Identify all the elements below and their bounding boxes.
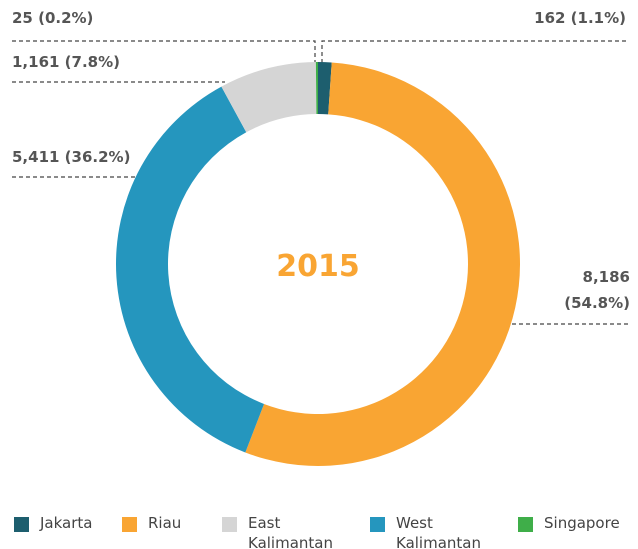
data-label: 5,411 (36.2%): [12, 148, 131, 166]
data-label: 8,186 (54.8%): [564, 268, 630, 312]
donut-segment: [315, 62, 318, 115]
leader-lines: [12, 40, 630, 325]
data-label: 25 (0.2%): [12, 9, 94, 27]
legend-label: West Kalimantan: [396, 514, 481, 549]
legend-swatch: [14, 517, 29, 532]
leader-line: [321, 40, 626, 64]
donut-segment: [318, 62, 332, 115]
legend-swatch: [518, 517, 533, 532]
legend-swatch: [122, 517, 137, 532]
legend-swatch: [370, 517, 385, 532]
legend-label: Riau: [148, 514, 182, 532]
legend-swatch: [222, 517, 237, 532]
donut-segment: [245, 62, 521, 467]
legend-label: Jakarta: [40, 514, 93, 532]
donut-segment: [221, 62, 317, 133]
leader-line: [12, 40, 316, 64]
data-label: 1,161 (7.8%): [12, 53, 120, 71]
legend-label: Singapore: [544, 514, 620, 532]
data-label: 162 (1.1%): [534, 9, 626, 27]
donut-segment: [115, 86, 265, 453]
center-title: 2015: [276, 249, 360, 284]
legend-label: East Kalimantan: [248, 514, 333, 549]
